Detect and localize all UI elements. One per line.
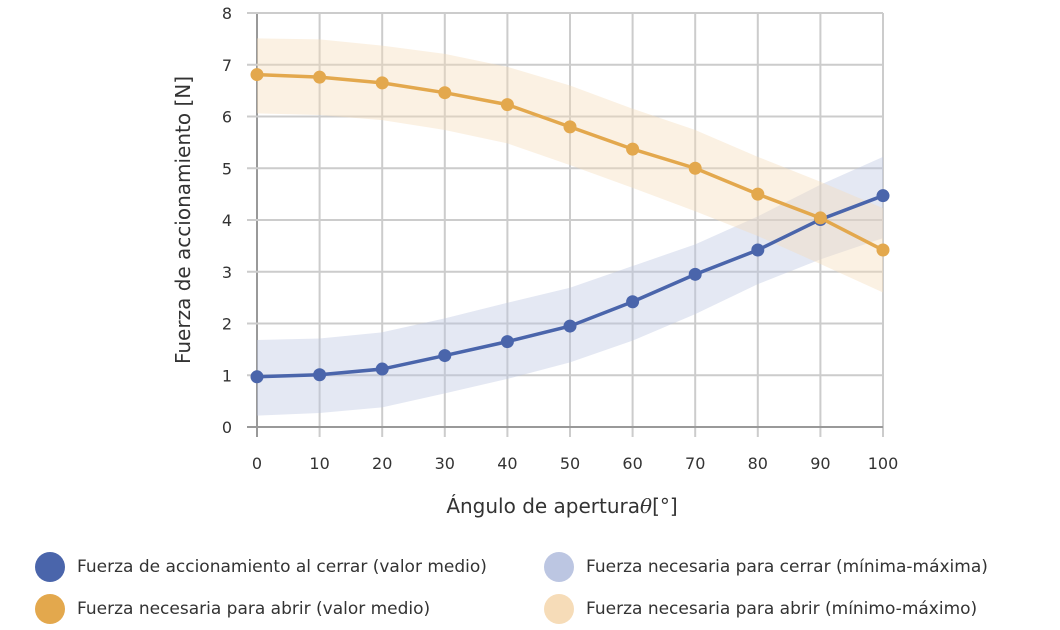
legend-label: Fuerza necesaria para abrir (valor medio… bbox=[77, 599, 431, 619]
y-tick-label: 6 bbox=[222, 108, 232, 127]
legend-swatch bbox=[35, 594, 65, 624]
legend-item-closing-range: Fuerza necesaria para cerrar (mínima-máx… bbox=[544, 552, 988, 582]
y-tick-label: 2 bbox=[222, 315, 232, 334]
y-tick-label: 1 bbox=[222, 366, 232, 385]
data-point bbox=[313, 70, 327, 84]
x-tick-label: 40 bbox=[497, 454, 517, 473]
data-point bbox=[563, 319, 577, 333]
x-tick-label: 80 bbox=[748, 454, 768, 473]
x-tick-label: 10 bbox=[309, 454, 329, 473]
series-lines bbox=[250, 68, 890, 384]
data-point bbox=[688, 267, 702, 281]
data-point bbox=[250, 68, 264, 82]
data-point bbox=[876, 243, 890, 257]
y-tick-label: 5 bbox=[222, 159, 232, 178]
legend-swatch bbox=[544, 594, 574, 624]
data-point bbox=[500, 335, 514, 349]
y-tick-label: 8 bbox=[222, 4, 232, 23]
data-point bbox=[438, 349, 452, 363]
y-tick-label: 4 bbox=[222, 211, 232, 230]
data-point bbox=[375, 362, 389, 376]
range-band bbox=[257, 38, 883, 293]
tick-labels: 0 10 20 30 40 50 60 70 80 90 100 0 1 2 3 4 5 6 7 8 bbox=[222, 4, 898, 473]
x-tick-label: 70 bbox=[685, 454, 705, 473]
legend-item-opening-mean: Fuerza necesaria para abrir (valor medio… bbox=[35, 594, 430, 624]
data-point bbox=[563, 120, 577, 134]
data-point bbox=[375, 76, 389, 90]
data-point bbox=[500, 98, 514, 112]
data-point bbox=[876, 189, 890, 203]
data-point bbox=[626, 142, 640, 156]
legend-item-closing-mean: Fuerza de accionamiento al cerrar (valor… bbox=[35, 552, 487, 582]
legend-label: Fuerza necesaria para cerrar (mínima-máx… bbox=[586, 557, 988, 577]
legend-item-opening-range: Fuerza necesaria para abrir (mínimo-máxi… bbox=[544, 594, 977, 624]
x-tick-label: 30 bbox=[435, 454, 455, 473]
x-tick-label: 20 bbox=[372, 454, 392, 473]
legend-swatch bbox=[544, 552, 574, 582]
chart: 0 10 20 30 40 50 60 70 80 90 100 0 1 2 3 4 5 6 7 8 Fuerza d… bbox=[171, 4, 898, 518]
bands bbox=[257, 38, 883, 416]
x-tick-label: 90 bbox=[810, 454, 830, 473]
x-tick-label: 50 bbox=[560, 454, 580, 473]
data-point bbox=[626, 295, 640, 309]
data-point bbox=[751, 243, 765, 257]
x-tick-label: 100 bbox=[868, 454, 899, 473]
data-point bbox=[751, 187, 765, 201]
data-point bbox=[313, 368, 327, 382]
data-point bbox=[438, 86, 452, 100]
legend-label: Fuerza necesaria para abrir (mínimo-máxi… bbox=[586, 599, 978, 619]
y-tick-label: 0 bbox=[222, 418, 232, 437]
legend-label: Fuerza de accionamiento al cerrar (valor… bbox=[77, 557, 487, 577]
y-tick-label: 3 bbox=[222, 263, 232, 282]
data-point bbox=[688, 161, 702, 175]
x-axis-title: Ángulo de aperturaθ[°] bbox=[446, 494, 677, 518]
y-tick-label: 7 bbox=[222, 56, 232, 75]
legend-swatch bbox=[35, 552, 65, 582]
y-axis-title: Fuerza de accionamiento [N] bbox=[171, 76, 195, 364]
data-point bbox=[250, 370, 264, 384]
x-tick-label: 60 bbox=[622, 454, 642, 473]
data-point bbox=[813, 211, 827, 225]
x-tick-label: 0 bbox=[252, 454, 262, 473]
range-band bbox=[257, 156, 883, 416]
